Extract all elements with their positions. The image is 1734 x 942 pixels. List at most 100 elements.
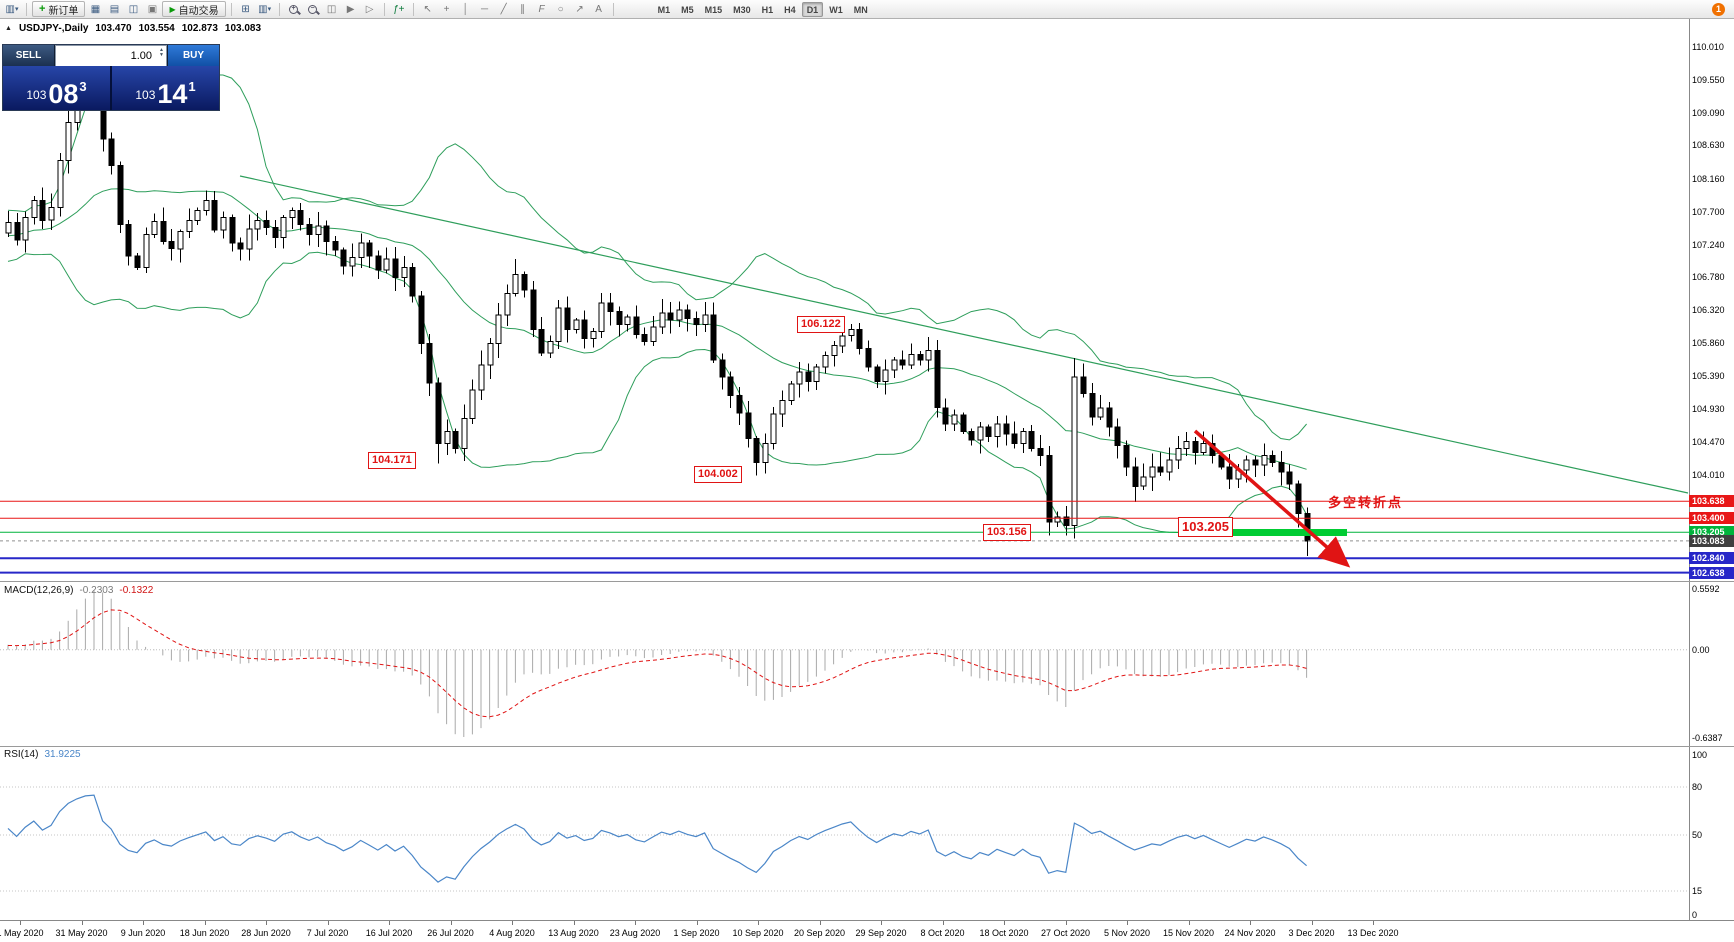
toolbar-separator [383,2,385,16]
market-watch-icon[interactable]: ▦ [90,3,101,15]
toolbar-separator [26,2,27,16]
vertical-line-icon[interactable]: │ [462,3,469,15]
time-axis-tick [1250,921,1251,925]
volume-input[interactable] [56,46,166,66]
fibonacci-icon[interactable]: F [538,3,545,15]
timeframe-m1-button[interactable]: M1 [657,4,671,15]
sell-price-sup: 3 [79,79,87,94]
buy-price-box[interactable]: 103 14 1 [110,66,219,110]
chart-window-icon[interactable]: ▥ ▾ [5,3,19,15]
navigator-icon[interactable]: ◫ [128,3,139,15]
time-axis-tick [1004,921,1005,925]
toolbar-separator [612,2,614,16]
time-axis-label: 27 Oct 2020 [1040,928,1091,938]
terminal-icon[interactable]: ▣ [147,3,158,15]
timeframe-h1-button[interactable]: H1 [761,4,774,15]
macd-header: MACD(12,26,9) -0.2303 -0.1322 [4,585,153,596]
time-axis-tick [20,921,21,925]
sell-button[interactable]: SELL [3,45,55,66]
timeframe-d1-button[interactable]: D1 [801,1,824,17]
timeframe-group: M1 M5 M15 M30 H1 H4 D1 W1 MN [653,1,873,17]
new-order-button[interactable]: + 新订单 [32,1,86,17]
timeframe-m15-button[interactable]: M15 [704,4,723,15]
high-value: 103.554 [138,23,175,34]
time-axis-label: 9 Jun 2020 [120,928,166,938]
arrows-icon[interactable]: ↗ [575,3,584,15]
time-axis-tick [881,921,882,925]
time-axis-label: 23 Aug 2020 [609,928,661,938]
zoom-out-icon[interactable]: − [304,2,322,17]
autotrade-button[interactable]: ▶ 自动交易 [162,1,226,17]
price-axis[interactable] [1689,19,1734,920]
shapes-icon[interactable]: ○ [557,3,564,15]
chart-ohlc-header: ▲ USDJPY-,Daily 103.470 103.554 102.873 … [5,23,261,34]
pane-splitter[interactable] [0,746,1734,747]
time-axis-label: 20 Sep 2020 [793,928,846,938]
time-axis-label: 13 Dec 2020 [1347,928,1399,938]
time-axis-label: 18 Oct 2020 [979,928,1029,938]
time-axis-tick [1065,921,1067,925]
macd-signal-value: -0.1322 [119,585,154,596]
timeframe-mn-button[interactable]: MN [853,4,868,15]
close-value: 103.083 [224,23,262,34]
price-annotation[interactable]: 106.122 [797,316,845,333]
time-axis-label: 29 Sep 2020 [855,928,907,938]
trendline-icon[interactable]: ╱ [500,3,507,15]
new-chart-icon[interactable]: ⊞ [241,3,250,15]
buy-price-main: 103 [135,88,156,102]
toolbar: ▥ ▾ + 新订单 ▦ ▤ ◫ ▣ ▶ 自动交易 ⊞ ▥ ▾ + − ◫ ▶ ▷ ƒ… [0,0,1734,19]
channel-icon[interactable]: ∥ [520,3,526,15]
volume-stepper[interactable]: ▲ ▼ [159,47,164,58]
symbol-icon: ▲ [5,25,12,32]
time-axis-tick [512,921,513,925]
timeframe-m30-button[interactable]: M30 [733,4,751,15]
zoom-in-icon[interactable]: + [285,2,303,17]
time-axis-label: 4 Aug 2020 [489,928,535,938]
timeframe-w1-button[interactable]: W1 [829,4,843,15]
autotrade-label: 自动交易 [178,5,219,17]
time-axis-tick [573,921,575,925]
turning-point-text: 多空转折点 [1328,495,1404,510]
new-order-label: 新订单 [48,5,79,17]
one-click-trading-panel: SELL ▲▼ BUY 103 08 3 103 14 1 [2,44,220,111]
time-axis-tick [1188,921,1190,925]
time-axis-label: 15 Nov 2020 [1162,928,1215,938]
rsi-value: 31.9225 [44,749,81,760]
cursor-icon[interactable]: ↖ [423,3,432,15]
timeframe-h4-button[interactable]: H4 [784,4,796,15]
buy-button[interactable]: BUY [167,45,219,66]
time-axis-tick [942,921,944,925]
time-axis-tick [819,921,821,925]
chart-shift-icon[interactable]: ▷ [365,3,374,15]
macd-main-value: -0.2303 [79,585,114,596]
horizontal-line-icon[interactable]: ─ [481,3,489,15]
indicators-icon[interactable]: ƒ+ [392,3,405,15]
time-axis-tick [758,921,759,925]
price-annotation[interactable]: 104.171 [368,452,416,469]
notification-badge[interactable]: 1 [1712,2,1725,16]
time-axis-tick [1373,921,1374,925]
text-icon[interactable]: A [595,3,602,15]
time-axis[interactable]: 1 May 2020 31 May 2020 9 Jun 2020 18 Jun 20… [0,920,1734,942]
time-axis-tick [143,921,144,925]
profiles-icon[interactable]: ▥ ▾ [258,3,272,15]
price-annotation[interactable]: 103.205 [1178,517,1233,537]
data-window-icon[interactable]: ▤ [109,3,120,15]
auto-scroll-icon[interactable]: ▶ [346,3,355,15]
price-annotation[interactable]: 104.002 [694,466,742,483]
price-annotation[interactable]: 103.156 [983,524,1031,541]
open-value: 103.470 [95,23,132,34]
tile-windows-icon[interactable]: ◫ [326,3,337,15]
timeframe-m5-button[interactable]: M5 [681,4,694,15]
time-axis-label: 16 Jul 2020 [365,928,413,938]
time-axis-tick [81,921,83,925]
crosshair-icon[interactable]: + [443,3,450,15]
pane-splitter[interactable] [0,581,1734,582]
sell-price-box[interactable]: 103 08 3 [3,66,110,110]
time-axis-label: 1 May 2020 [0,928,44,938]
time-axis-label: 18 Jun 2020 [179,928,230,938]
symbol-label: USDJPY-,Daily [18,23,89,34]
play-icon: ▶ [169,4,176,14]
macd-title: MACD(12,26,9) [4,585,74,596]
